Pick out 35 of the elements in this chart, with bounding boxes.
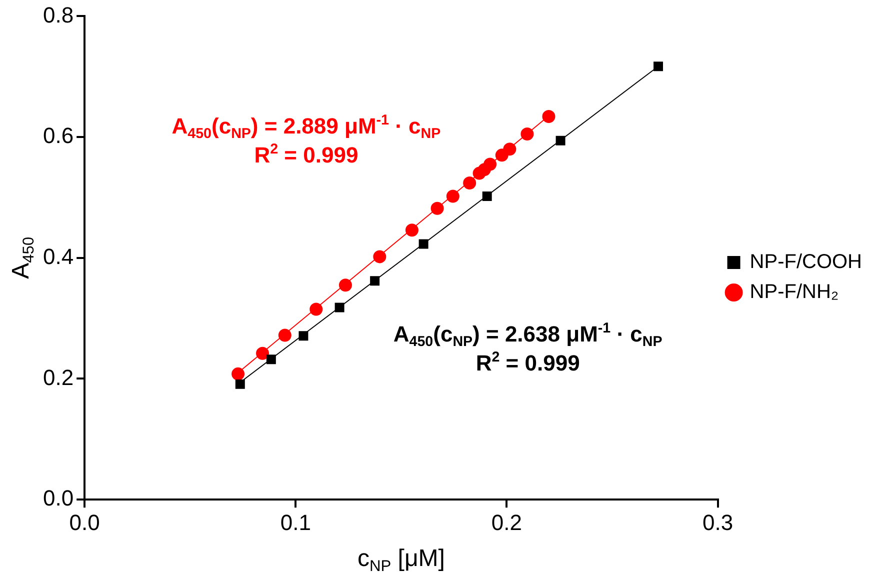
y-axis-title: A450	[8, 236, 38, 279]
point	[654, 62, 664, 72]
y-tick-label: 0.2	[42, 364, 74, 390]
point	[232, 367, 245, 380]
point	[446, 190, 460, 203]
point	[235, 379, 245, 389]
legend-label: NP-F/NH₂	[750, 281, 839, 304]
point	[338, 278, 352, 292]
point	[370, 276, 380, 286]
y-tick-label: 0.0	[42, 486, 74, 511]
point	[418, 239, 428, 249]
point	[298, 331, 308, 341]
x-tick-label: 0.3	[702, 510, 734, 535]
y-tick-label: 0.6	[42, 123, 74, 148]
x-tick-label: 0.2	[491, 510, 522, 535]
y-tick-label: 0.4	[42, 244, 74, 269]
y-tick-label: 0.8	[42, 2, 74, 28]
x-tick-label: 0.1	[280, 510, 311, 535]
point	[520, 128, 534, 141]
point	[405, 224, 418, 237]
point	[482, 192, 492, 202]
point	[503, 142, 516, 156]
point	[373, 250, 386, 264]
point	[278, 328, 292, 342]
point	[556, 136, 566, 146]
point	[463, 176, 476, 190]
point	[310, 302, 323, 316]
point	[430, 202, 444, 215]
point	[256, 346, 270, 360]
legend-label: NP-F/COOH	[750, 251, 862, 274]
point	[542, 110, 556, 124]
point	[334, 302, 344, 312]
x-tick-label: 0.0	[69, 510, 100, 535]
point	[266, 354, 276, 364]
point	[484, 158, 497, 171]
